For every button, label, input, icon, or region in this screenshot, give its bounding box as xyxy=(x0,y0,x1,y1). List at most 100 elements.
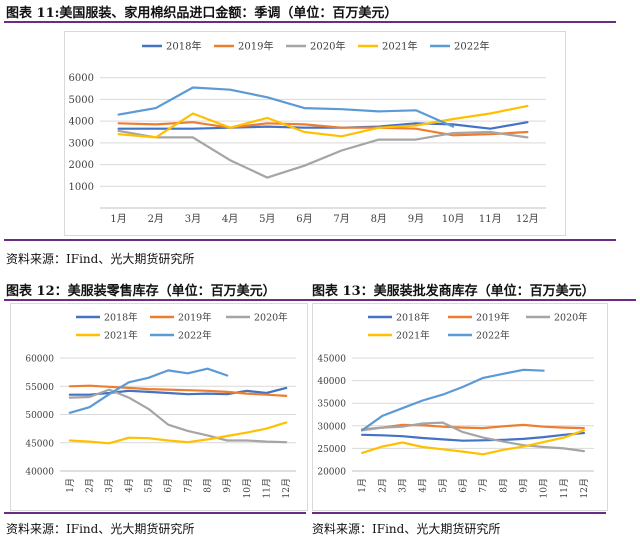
y-tick-label: 20000 xyxy=(317,468,346,478)
legend-item-2018: 2018年 xyxy=(76,312,138,324)
x-tick-label: 9月 xyxy=(222,478,233,493)
data-point xyxy=(563,426,565,428)
legend-item-2021: 2021年 xyxy=(368,330,430,342)
figure-12-13-top-rule xyxy=(4,299,636,301)
data-point xyxy=(522,369,524,371)
figure-12-title: 图表 12：美服装零售库存（单位：百万美元） xyxy=(6,284,276,299)
legend-label: 2018年 xyxy=(396,312,430,324)
data-point xyxy=(522,445,524,447)
legend-label: 2022年 xyxy=(178,330,212,342)
y-tick-label: 45000 xyxy=(317,355,346,365)
y-tick-label: 40000 xyxy=(25,468,54,478)
data-point xyxy=(542,436,544,438)
series-line-2022 xyxy=(68,367,229,414)
data-point xyxy=(401,426,403,428)
data-point xyxy=(583,432,585,434)
figure-13-chart-frame xyxy=(312,303,608,511)
x-tick-label: 5月 xyxy=(144,478,155,493)
data-point xyxy=(482,436,484,438)
legend-label: 2019年 xyxy=(476,312,510,324)
x-tick-label: 9月 xyxy=(518,478,529,493)
legend-label: 2021年 xyxy=(382,40,417,53)
legend-item-2021: 2021年 xyxy=(76,330,138,342)
data-point xyxy=(482,377,484,379)
y-tick-label: 55000 xyxy=(25,383,54,393)
data-point xyxy=(361,452,363,454)
series-line-2022 xyxy=(361,368,545,432)
x-tick-label: 3月 xyxy=(397,478,408,493)
x-tick-label: 12月 xyxy=(579,478,590,498)
legend-item-2019: 2019年 xyxy=(214,40,273,53)
data-point xyxy=(542,426,544,428)
data-point xyxy=(442,438,444,440)
x-tick-label: 6月 xyxy=(296,213,312,225)
data-point xyxy=(462,386,464,388)
series-line-2020 xyxy=(361,421,586,453)
legend-label: 2019年 xyxy=(238,40,273,53)
x-tick-label: 4月 xyxy=(222,213,238,225)
data-point xyxy=(381,445,383,447)
figure-12-source: 资料来源：IFind、光大期货研究所 xyxy=(6,522,195,536)
legend-label: 2021年 xyxy=(104,330,138,342)
series-line-2018 xyxy=(361,431,586,442)
legend-label: 2020年 xyxy=(310,40,345,53)
data-point xyxy=(401,435,403,437)
series-line-2021 xyxy=(117,104,529,139)
legend-label: 2020年 xyxy=(554,312,588,324)
series-line-2019 xyxy=(117,121,529,137)
x-tick-label: 7月 xyxy=(478,478,489,493)
data-point xyxy=(583,450,585,452)
y-tick-label: 4000 xyxy=(69,117,94,128)
y-tick-label: 5000 xyxy=(69,95,94,106)
data-point xyxy=(502,449,504,451)
series-line-2022 xyxy=(117,86,455,128)
x-tick-label: 12月 xyxy=(516,213,539,225)
data-point xyxy=(583,429,585,431)
figure-12-chart-frame xyxy=(10,303,308,511)
y-tick-label: 30000 xyxy=(317,422,346,432)
series-line-2020 xyxy=(117,129,529,179)
data-point xyxy=(482,453,484,455)
data-point xyxy=(563,436,565,438)
x-tick-label: 3月 xyxy=(104,478,115,493)
series-line-2021 xyxy=(361,429,586,456)
data-point xyxy=(542,369,544,371)
legend-item-2020: 2020年 xyxy=(286,40,345,53)
data-point xyxy=(421,437,423,439)
data-point xyxy=(381,415,383,417)
series-line-2018 xyxy=(117,121,529,130)
data-point xyxy=(462,431,464,433)
x-tick-label: 4月 xyxy=(124,478,135,493)
data-point xyxy=(381,426,383,428)
legend-item-2021: 2021年 xyxy=(358,40,417,53)
legend-item-2020: 2020年 xyxy=(226,312,288,324)
data-point xyxy=(563,447,565,449)
legend-label: 2020年 xyxy=(254,312,288,324)
y-tick-label: 25000 xyxy=(317,445,346,455)
data-point xyxy=(442,448,444,450)
y-tick-label: 60000 xyxy=(25,355,54,365)
x-tick-label: 6月 xyxy=(163,478,174,493)
x-tick-label: 11月 xyxy=(479,213,502,225)
x-tick-label: 1月 xyxy=(357,478,368,493)
data-point xyxy=(462,426,464,428)
data-point xyxy=(442,426,444,428)
legend-label: 2019年 xyxy=(178,312,212,324)
x-tick-label: 10月 xyxy=(242,478,253,498)
x-tick-label: 9月 xyxy=(408,213,424,225)
data-point xyxy=(542,441,544,443)
legend-label: 2018年 xyxy=(166,40,201,53)
data-point xyxy=(522,424,524,426)
data-point xyxy=(542,446,544,448)
series-line-2021 xyxy=(68,421,288,445)
data-point xyxy=(462,440,464,442)
x-tick-label: 6月 xyxy=(458,478,469,493)
x-tick-label: 7月 xyxy=(333,213,349,225)
x-tick-label: 8月 xyxy=(203,478,214,493)
figure-11-title: 图表 11:美国服装、家用棉织品进口金额：季调（单位：百万美元） xyxy=(6,6,398,21)
x-tick-label: 12月 xyxy=(281,478,292,498)
data-point xyxy=(502,373,504,375)
data-point xyxy=(381,434,383,436)
figure-13-bottom-rule xyxy=(312,512,606,514)
